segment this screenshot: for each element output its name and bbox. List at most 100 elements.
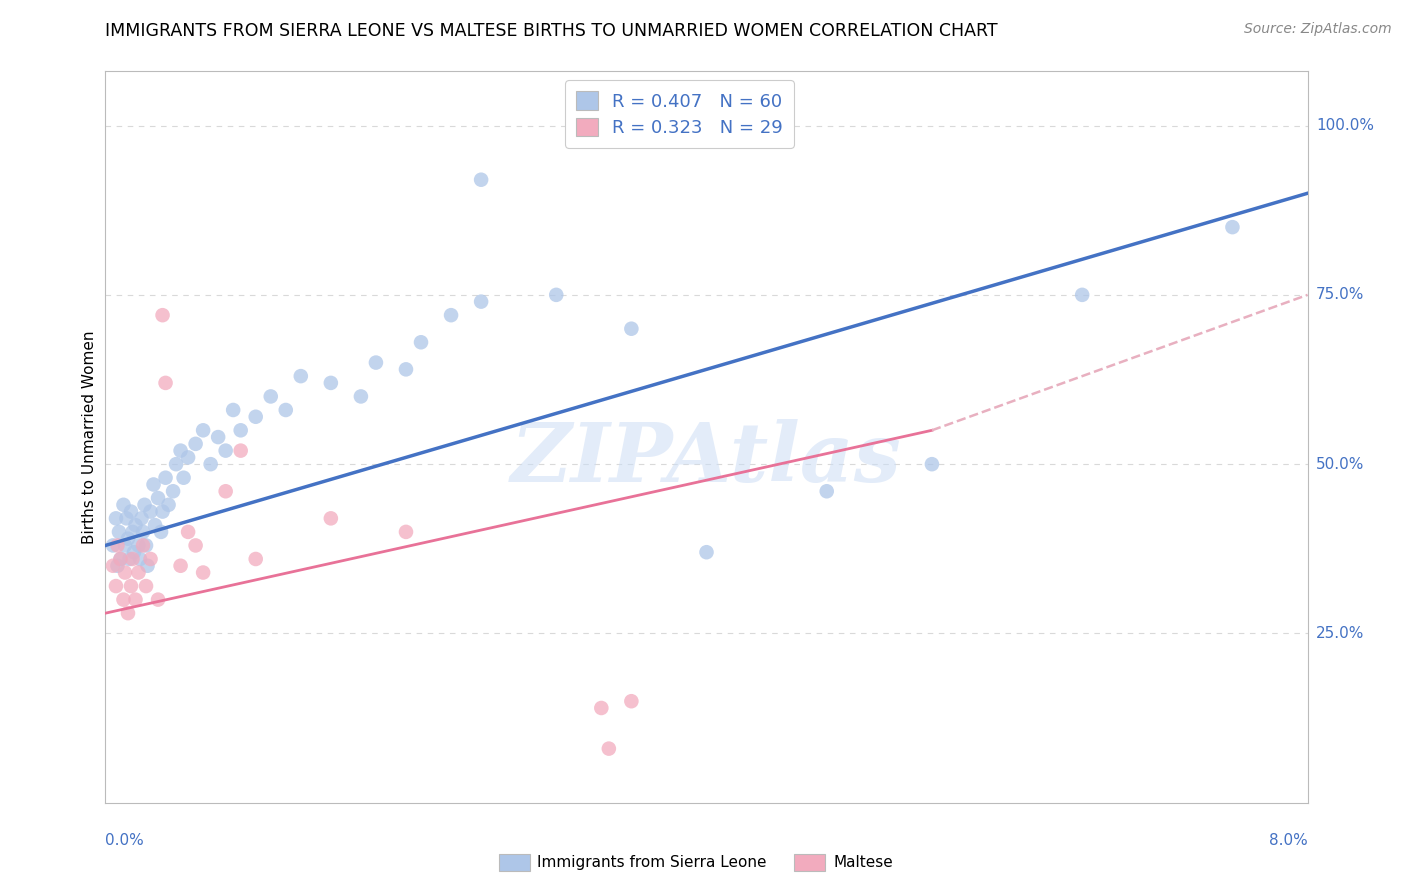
Text: 25.0%: 25.0% xyxy=(1316,626,1364,641)
Point xyxy=(135,579,157,593)
Point xyxy=(112,592,135,607)
Point xyxy=(101,538,124,552)
Point xyxy=(169,443,191,458)
Point xyxy=(598,741,620,756)
Point xyxy=(150,524,173,539)
Point xyxy=(173,471,195,485)
Point xyxy=(152,308,174,322)
Point xyxy=(274,403,297,417)
Text: Maltese: Maltese xyxy=(834,855,893,870)
Point xyxy=(620,322,643,336)
Point xyxy=(114,538,136,552)
Point xyxy=(110,552,132,566)
Point xyxy=(184,437,207,451)
Point xyxy=(132,538,155,552)
Point xyxy=(207,430,229,444)
Text: 0.0%: 0.0% xyxy=(105,833,145,848)
Text: Source: ZipAtlas.com: Source: ZipAtlas.com xyxy=(1244,22,1392,37)
Point xyxy=(229,423,252,437)
Point xyxy=(470,172,492,186)
Point xyxy=(364,355,387,369)
Point xyxy=(108,524,131,539)
Point xyxy=(139,552,162,566)
Point xyxy=(118,552,141,566)
Point xyxy=(120,505,142,519)
Point xyxy=(142,477,165,491)
Point xyxy=(112,498,135,512)
Point xyxy=(696,545,718,559)
Point xyxy=(117,532,139,546)
Point xyxy=(1222,220,1244,235)
Point xyxy=(214,443,236,458)
Point xyxy=(200,457,222,471)
Point xyxy=(319,511,342,525)
Point xyxy=(184,538,207,552)
Point xyxy=(245,552,267,566)
Point xyxy=(121,524,143,539)
Point xyxy=(470,294,492,309)
Point xyxy=(191,566,214,580)
Point xyxy=(139,505,162,519)
Point xyxy=(1071,288,1094,302)
Point xyxy=(157,498,180,512)
Point xyxy=(107,538,129,552)
Point xyxy=(260,389,283,403)
Point xyxy=(114,566,136,580)
Point xyxy=(110,552,132,566)
Point xyxy=(120,579,142,593)
Text: 100.0%: 100.0% xyxy=(1316,118,1374,133)
Point xyxy=(152,505,174,519)
Point xyxy=(143,518,166,533)
Point xyxy=(165,457,187,471)
Text: 50.0%: 50.0% xyxy=(1316,457,1364,472)
Point xyxy=(395,362,418,376)
Y-axis label: Births to Unmarried Women: Births to Unmarried Women xyxy=(82,330,97,544)
Point xyxy=(155,471,177,485)
Point xyxy=(129,552,152,566)
Point xyxy=(169,558,191,573)
Point xyxy=(146,491,169,505)
Point xyxy=(921,457,943,471)
Text: 8.0%: 8.0% xyxy=(1268,833,1308,848)
Point xyxy=(177,524,200,539)
Point xyxy=(350,389,373,403)
Point xyxy=(546,288,568,302)
Point xyxy=(591,701,613,715)
Point xyxy=(319,376,342,390)
Point xyxy=(815,484,838,499)
Point xyxy=(128,538,150,552)
Point xyxy=(131,511,153,525)
Legend: R = 0.407   N = 60, R = 0.323   N = 29: R = 0.407 N = 60, R = 0.323 N = 29 xyxy=(565,80,794,148)
Point xyxy=(104,579,127,593)
Point xyxy=(409,335,432,350)
Point xyxy=(245,409,267,424)
Point xyxy=(132,524,155,539)
Point xyxy=(124,592,146,607)
Point xyxy=(107,558,129,573)
Point xyxy=(177,450,200,465)
Point xyxy=(121,552,143,566)
Point xyxy=(101,558,124,573)
Point xyxy=(136,558,159,573)
Point xyxy=(191,423,214,437)
Point xyxy=(134,498,156,512)
Point xyxy=(214,484,236,499)
Point xyxy=(135,538,157,552)
Point xyxy=(104,511,127,525)
Point xyxy=(222,403,245,417)
Point xyxy=(440,308,463,322)
Point xyxy=(122,545,145,559)
Point xyxy=(395,524,418,539)
Point xyxy=(620,694,643,708)
Text: Immigrants from Sierra Leone: Immigrants from Sierra Leone xyxy=(537,855,766,870)
Point xyxy=(124,518,146,533)
Point xyxy=(155,376,177,390)
Point xyxy=(229,443,252,458)
Point xyxy=(128,566,150,580)
Text: IMMIGRANTS FROM SIERRA LEONE VS MALTESE BIRTHS TO UNMARRIED WOMEN CORRELATION CH: IMMIGRANTS FROM SIERRA LEONE VS MALTESE … xyxy=(105,22,998,40)
Text: ZIPAtlas: ZIPAtlas xyxy=(510,419,903,499)
Point xyxy=(117,606,139,620)
Text: 75.0%: 75.0% xyxy=(1316,287,1364,302)
Point xyxy=(290,369,312,384)
Point xyxy=(162,484,184,499)
